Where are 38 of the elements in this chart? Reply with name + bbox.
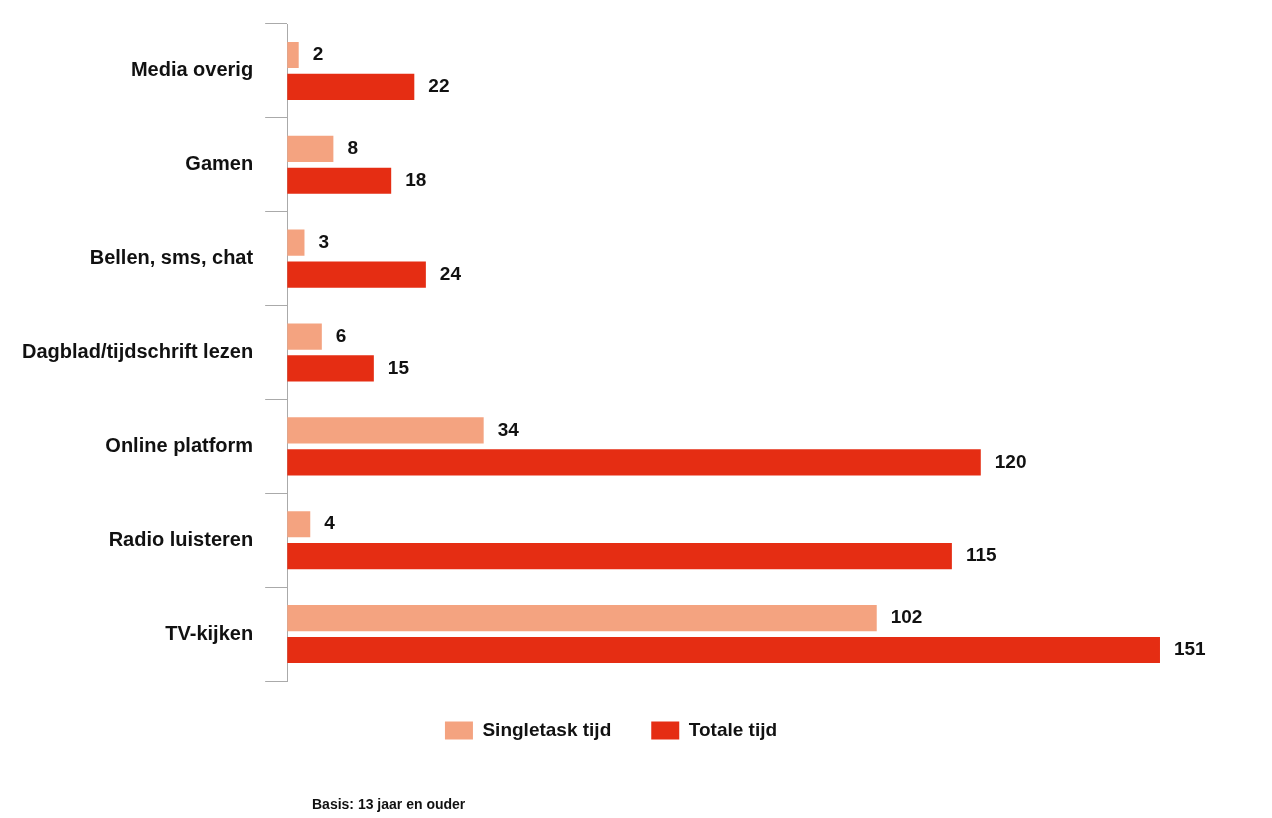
data-label: 22 (428, 75, 450, 97)
y-tick-label: Radio luisteren (108, 527, 254, 550)
bar (287, 73, 415, 100)
data-label: 115 (965, 544, 997, 566)
bar (287, 135, 334, 162)
bar (287, 323, 322, 350)
data-label: 2 (312, 43, 324, 65)
y-tick-label: Online platform (105, 433, 254, 456)
bar (287, 167, 392, 194)
bar (287, 417, 484, 444)
bar (287, 605, 877, 632)
bar (287, 229, 305, 256)
data-label: 18 (405, 168, 427, 190)
y-tick-label: TV-kijken (165, 621, 254, 644)
bar (287, 355, 374, 382)
bar (287, 511, 311, 538)
bar (287, 543, 952, 570)
data-label: 3 (318, 230, 330, 252)
y-tick-label: Dagblad/tijdschrift lezen (21, 340, 254, 363)
legend-label: Singletask tijd (482, 718, 612, 740)
data-label: 6 (335, 324, 347, 346)
data-label: 120 (994, 450, 1027, 472)
y-tick-label: Gamen (185, 152, 254, 175)
data-label: 151 (1173, 638, 1207, 660)
bar (287, 261, 426, 288)
data-label: 4 (324, 512, 336, 534)
data-label: 8 (347, 137, 358, 159)
y-tick-label: Bellen, sms, chat (89, 246, 254, 269)
bar (287, 41, 299, 69)
bar (287, 449, 981, 476)
y-tick-label: Media overig (130, 58, 254, 81)
bar (287, 636, 1160, 664)
text: Basis: 13 jaar en ouder (312, 796, 466, 812)
data-label: 102 (890, 606, 923, 628)
data-label: 15 (387, 356, 410, 378)
data-label: 24 (439, 262, 462, 284)
legend-label: Totale tijd (688, 718, 778, 740)
data-label: 34 (497, 418, 520, 440)
